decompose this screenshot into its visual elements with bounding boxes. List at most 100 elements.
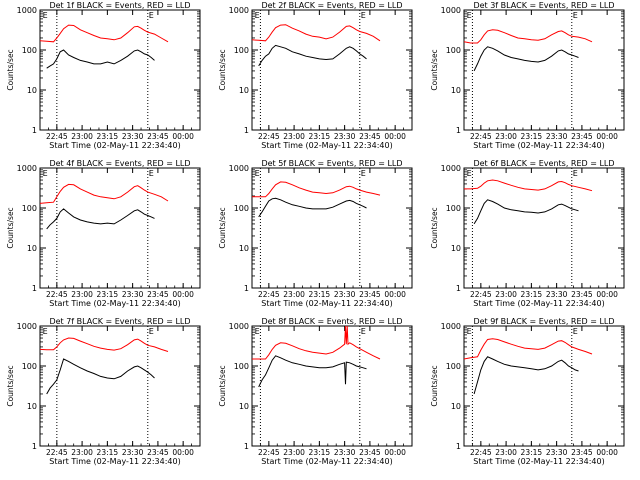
x-tick-label: 23:45: [571, 448, 593, 457]
y-tick-label: 1: [32, 284, 37, 293]
x-axis-label: Start Time (02-May-11 22:34:40): [49, 141, 180, 150]
plot-frame: [251, 9, 413, 131]
x-tick-label: 23:00: [71, 132, 93, 141]
x-tick-label: 22:45: [470, 448, 492, 457]
x-tick-label: 23:45: [359, 290, 381, 299]
x-tick-label: 23:00: [283, 290, 305, 299]
x-tick-label: 00:00: [172, 290, 194, 299]
e-marker: E: [43, 169, 48, 178]
x-tick-label: 22:45: [470, 132, 492, 141]
y-axis-label: Counts/sec: [430, 365, 439, 406]
e-marker: E: [255, 11, 260, 20]
x-tick-label: 23:45: [147, 290, 169, 299]
x-axis-label: Start Time (02-May-11 22:34:40): [261, 141, 392, 150]
panel-title: Det 4f BLACK = Events, RED = LLD: [49, 159, 190, 168]
y-tick-label: 10: [27, 244, 37, 253]
y-axis-label: Counts/sec: [430, 207, 439, 248]
x-tick-label: 23:15: [97, 290, 119, 299]
e-marker: E: [255, 327, 260, 336]
panel-title: Det 3f BLACK = Events, RED = LLD: [473, 1, 614, 10]
plot-frame: [463, 9, 625, 131]
y-tick-label: 10: [239, 86, 249, 95]
plot-frame: [251, 167, 413, 289]
x-tick-label: 23:15: [309, 448, 331, 457]
x-tick-label: 23:45: [147, 132, 169, 141]
e-marker: E: [43, 327, 48, 336]
y-tick-label: 100: [22, 362, 37, 371]
x-tick-label: 23:30: [334, 448, 356, 457]
y-axis-label: Counts/sec: [218, 365, 227, 406]
y-axis-label: Counts/sec: [218, 207, 227, 248]
series-line-events: [473, 199, 579, 225]
series-line-lld: [463, 29, 593, 44]
x-axis-label: Start Time (02-May-11 22:34:40): [473, 457, 604, 466]
series-line-lld: [464, 179, 593, 192]
panel-det-8: Det 8f BLACK = Events, RED = LLD 1 10 100 10…: [218, 317, 413, 466]
panel-title: Det 9f BLACK = Events, RED = LLD: [473, 317, 614, 326]
x-tick-label: 23:30: [334, 132, 356, 141]
y-tick-label: 100: [234, 46, 249, 55]
x-tick-label: 23:30: [546, 290, 568, 299]
x-tick-label: 00:00: [596, 132, 618, 141]
x-tick-label: 23:00: [495, 448, 517, 457]
series-line-events: [473, 46, 579, 72]
x-tick-label: 23:15: [309, 290, 331, 299]
e-marker: E: [149, 327, 154, 336]
y-tick-label: 1: [456, 126, 461, 135]
panel-title: Det 1f BLACK = Events, RED = LLD: [49, 1, 190, 10]
series-line-events: [258, 44, 367, 67]
y-tick-label: 100: [446, 362, 461, 371]
y-tick-label: 10: [27, 402, 37, 411]
x-tick-label: 23:30: [546, 448, 568, 457]
x-tick-label: 23:00: [495, 290, 517, 299]
y-axis-label: Counts/sec: [6, 207, 15, 248]
series-line-lld: [463, 338, 593, 360]
series-line-lld: [252, 325, 381, 360]
y-tick-label: 1000: [441, 164, 461, 173]
y-tick-label: 1000: [441, 6, 461, 15]
x-tick-label: 00:00: [596, 448, 618, 457]
y-tick-label: 1: [244, 284, 249, 293]
y-tick-label: 100: [234, 362, 249, 371]
panel-title: Det 6f BLACK = Events, RED = LLD: [473, 159, 614, 168]
e-marker: E: [467, 11, 472, 20]
plot-frame: [39, 325, 201, 447]
e-marker: E: [573, 169, 578, 178]
x-tick-label: 23:00: [71, 448, 93, 457]
e-marker: E: [361, 11, 366, 20]
y-axis-label: Counts/sec: [6, 365, 15, 406]
panel-det-1: Det 1f BLACK = Events, RED = LLD 1 10 100 10…: [6, 1, 201, 150]
panel-det-6: Det 6f BLACK = Events, RED = LLD 1 10 100 10…: [430, 159, 625, 308]
panel-title: Det 2f BLACK = Events, RED = LLD: [261, 1, 402, 10]
y-tick-label: 1000: [229, 322, 249, 331]
x-tick-label: 22:45: [258, 132, 280, 141]
y-tick-label: 1000: [229, 164, 249, 173]
x-tick-label: 23:00: [283, 132, 305, 141]
x-axis-label: Start Time (02-May-11 22:34:40): [261, 299, 392, 308]
x-tick-label: 00:00: [384, 448, 406, 457]
e-marker: E: [467, 169, 472, 178]
y-tick-label: 1000: [17, 322, 37, 331]
y-tick-label: 1000: [17, 6, 37, 15]
e-marker: E: [149, 11, 154, 20]
y-tick-label: 10: [451, 86, 461, 95]
panel-det-5: Det 5f BLACK = Events, RED = LLD 1 10 100 10…: [218, 159, 413, 308]
y-tick-label: 100: [446, 204, 461, 213]
plot-frame: [463, 167, 625, 289]
series-line-events: [258, 355, 367, 388]
series-line-events: [473, 356, 579, 395]
x-tick-label: 23:15: [521, 448, 543, 457]
series-line-lld: [39, 337, 169, 352]
y-tick-label: 1000: [17, 164, 37, 173]
panel-det-3: Det 3f BLACK = Events, RED = LLD 1 10 100 10…: [430, 1, 625, 150]
x-tick-label: 00:00: [172, 448, 194, 457]
y-tick-label: 10: [451, 402, 461, 411]
x-tick-label: 00:00: [596, 290, 618, 299]
x-tick-label: 23:30: [122, 448, 144, 457]
x-tick-label: 23:00: [71, 290, 93, 299]
plot-frame: [463, 325, 625, 447]
panel-title: Det 8f BLACK = Events, RED = LLD: [261, 317, 402, 326]
x-tick-label: 23:00: [495, 132, 517, 141]
e-marker: E: [573, 11, 578, 20]
